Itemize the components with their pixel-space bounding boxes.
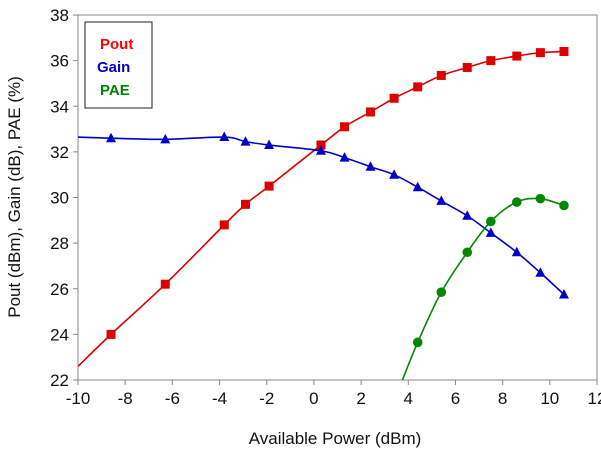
pae-point	[559, 200, 569, 211]
pout-point	[486, 56, 496, 66]
gain-point	[535, 267, 546, 277]
y-tick-label: 30	[50, 189, 69, 208]
x-tick-label: -6	[165, 389, 180, 408]
y-tick-label: 24	[50, 325, 69, 344]
pout-point	[264, 181, 274, 191]
y-axis-title: Pout (dBm), Gain (dB), PAE (%)	[5, 76, 24, 318]
gain-point	[436, 195, 447, 205]
legend-entry-gain: Gain	[97, 59, 130, 76]
x-tick-label: 8	[498, 389, 507, 408]
series-layer	[78, 47, 569, 380]
gain-point	[389, 169, 400, 179]
pae-point	[535, 193, 546, 204]
pout-point	[340, 122, 350, 132]
series-line-pae	[401, 197, 565, 380]
series-line-gain	[78, 136, 565, 296]
gain-point	[339, 152, 350, 162]
x-tick-label: -10	[66, 389, 91, 408]
pout-point	[436, 70, 446, 80]
pae-point	[436, 287, 447, 297]
series-pae	[401, 193, 569, 380]
pae-point	[412, 337, 423, 348]
axes-layer: -10-8-6-4-2024681012222426283032343638	[50, 6, 601, 408]
pout-point	[219, 220, 229, 230]
y-tick-label: 32	[50, 143, 69, 162]
gain-point	[412, 181, 423, 192]
x-tick-label: 0	[309, 389, 318, 408]
pae-point	[462, 247, 473, 258]
pout-point	[535, 48, 545, 58]
gain-point	[485, 227, 496, 237]
x-tick-label: 2	[356, 389, 365, 408]
x-tick-label: 4	[404, 389, 413, 408]
gain-point	[219, 131, 230, 142]
pout-point	[160, 279, 170, 289]
gain-point	[160, 133, 171, 144]
legend: Pout Gain PAE	[84, 21, 153, 109]
pout-point	[316, 140, 326, 150]
gain-point	[264, 139, 275, 150]
x-tick-label: -4	[212, 389, 227, 408]
pae-point	[486, 216, 496, 227]
x-tick-label: 12	[588, 389, 601, 408]
x-tick-label: -8	[118, 389, 133, 408]
legend-box	[84, 21, 153, 109]
series-gain	[78, 131, 569, 299]
plot-frame	[77, 14, 598, 381]
y-tick-label: 38	[50, 6, 69, 25]
gain-point	[365, 161, 376, 171]
legend-entry-pout: Pout	[100, 36, 133, 53]
y-tick-label: 26	[50, 280, 69, 299]
pout-point	[512, 51, 522, 61]
y-tick-label: 36	[50, 52, 69, 71]
pout-point	[413, 82, 423, 92]
pout-point	[389, 93, 399, 103]
pout-point	[366, 107, 376, 117]
gain-point	[106, 132, 117, 143]
pout-point	[559, 47, 569, 56]
y-tick-label: 34	[50, 97, 69, 116]
gain-point	[511, 246, 522, 257]
gain-point	[315, 145, 326, 155]
x-tick-label: 6	[451, 389, 460, 408]
pout-point	[240, 199, 250, 209]
gain-point	[558, 288, 569, 299]
pout-point	[106, 329, 116, 339]
y-tick-label: 22	[50, 371, 69, 390]
x-tick-label: 10	[540, 389, 559, 408]
y-tick-label: 28	[50, 234, 69, 253]
gain-point	[462, 210, 473, 220]
x-tick-label: -2	[259, 389, 274, 408]
legend-entry-pae: PAE	[100, 82, 130, 99]
pout-point	[462, 62, 472, 72]
x-axis-title: Available Power (dBm)	[249, 429, 422, 448]
gain-point	[240, 136, 251, 146]
series-pout	[78, 47, 569, 367]
pae-point	[511, 197, 522, 207]
